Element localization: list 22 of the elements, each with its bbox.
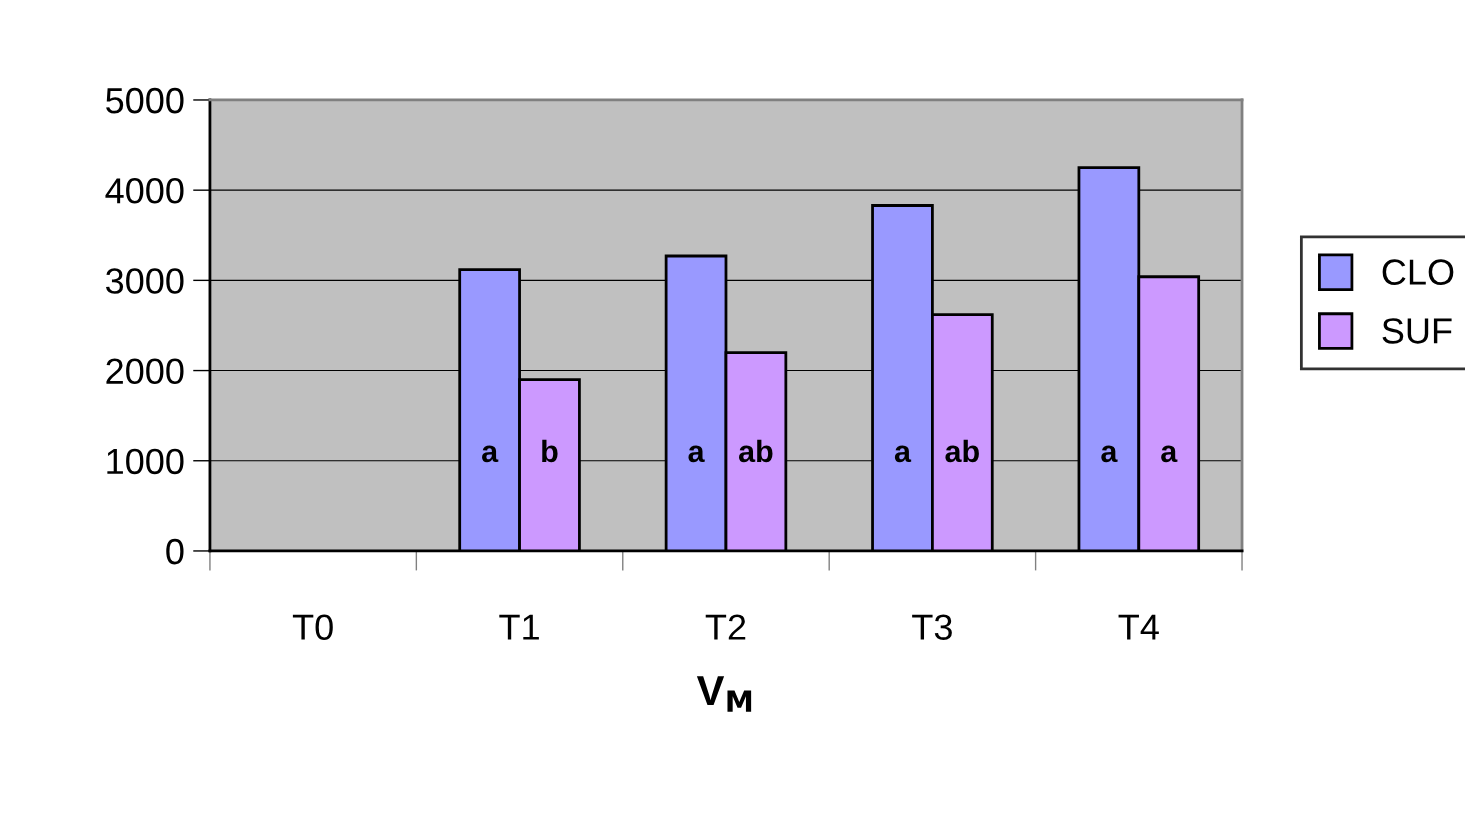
data-label: a — [688, 445, 705, 463]
legend-label: SUF — [1382, 318, 1452, 344]
data-label: ab — [738, 439, 773, 463]
x-tick-label: T0 — [292, 614, 333, 640]
y-tick-label: 3000 — [105, 268, 184, 294]
x-tick-label: T4 — [1118, 614, 1159, 640]
legend-label: CLO — [1382, 259, 1454, 285]
y-tick-label: 0 — [166, 538, 184, 565]
data-label: ab — [945, 439, 979, 463]
y-tick-label: 1000 — [107, 448, 184, 475]
data-label: a — [1161, 445, 1178, 463]
x-tick-label: T3 — [912, 614, 952, 640]
data-label: a — [482, 445, 499, 463]
y-tick-label: 4000 — [105, 178, 184, 204]
x-tick-label: T1 — [499, 614, 539, 640]
data-label: a — [894, 445, 912, 463]
data-label: a — [1101, 445, 1118, 463]
x-axis-title: V$_{M}$ — [696, 676, 752, 712]
y-tick-label: 2000 — [106, 358, 184, 384]
x-tick-label: T2 — [705, 614, 746, 640]
data-label: b — [542, 439, 558, 463]
y-tick-label: 5000 — [106, 87, 184, 114]
